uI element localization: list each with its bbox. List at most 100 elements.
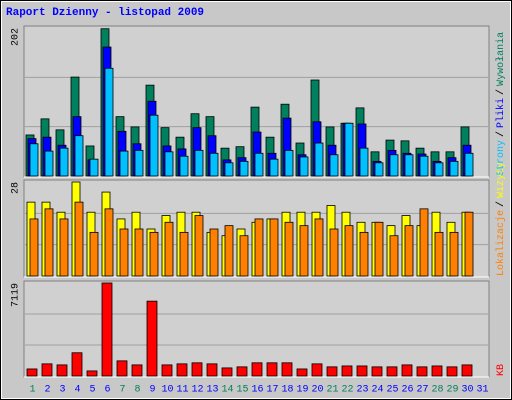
bar	[206, 363, 218, 377]
x-tick-label: 3	[59, 385, 65, 396]
bar	[269, 158, 279, 177]
bar	[161, 364, 173, 377]
bar	[74, 135, 84, 177]
bar	[179, 155, 189, 177]
bar	[194, 215, 204, 277]
legend-separator: /	[495, 201, 507, 207]
x-tick-label: 28	[431, 385, 443, 396]
bar	[59, 147, 69, 177]
bar	[119, 150, 129, 177]
bar	[44, 208, 54, 277]
bar	[434, 162, 444, 177]
chart-title: Raport Dzienny - listopad 2009	[6, 7, 204, 19]
bar	[29, 143, 39, 177]
x-tick-label: 30	[461, 385, 473, 396]
bar	[224, 225, 234, 277]
x-tick-label: 18	[281, 385, 293, 396]
bar	[431, 365, 443, 377]
bar	[311, 363, 323, 377]
bar	[404, 225, 414, 277]
bar	[149, 231, 159, 277]
x-tick-label: 1	[29, 385, 35, 396]
legend-separator: /	[495, 89, 507, 95]
bar	[284, 149, 294, 177]
legend-entry: Wywołania	[495, 32, 507, 86]
bar	[251, 362, 263, 377]
x-tick-label: 2	[44, 385, 50, 396]
x-tick-label: 26	[401, 385, 413, 396]
bar	[134, 149, 144, 177]
y-tick-label: 28	[11, 182, 22, 194]
x-tick-label: 10	[161, 385, 173, 396]
bar	[296, 368, 308, 377]
x-tick-label: 31	[476, 385, 488, 396]
x-tick-label: 16	[251, 385, 263, 396]
y-tick-label: 202	[11, 28, 22, 46]
bar	[134, 228, 144, 277]
bar	[164, 221, 174, 277]
x-tick-label: 9	[149, 385, 155, 396]
x-tick-label: 20	[311, 385, 323, 396]
bar	[89, 231, 99, 277]
bar	[179, 231, 189, 277]
legend-entry: Pliki	[495, 98, 507, 128]
x-tick-label: 11	[176, 385, 188, 396]
bar	[269, 218, 279, 277]
bar	[266, 362, 278, 377]
bar	[314, 142, 324, 177]
bar	[461, 364, 473, 377]
bar	[29, 218, 39, 277]
bar	[386, 366, 398, 377]
bar	[86, 370, 98, 377]
bar	[389, 154, 399, 177]
bar	[419, 155, 429, 177]
x-tick-label: 24	[371, 385, 383, 396]
bar	[131, 364, 143, 377]
x-tick-label: 23	[356, 385, 368, 396]
plot-area	[23, 280, 490, 378]
bar	[284, 221, 294, 277]
bar	[236, 366, 248, 377]
bar	[329, 228, 339, 277]
bar	[299, 225, 309, 277]
bar	[209, 152, 219, 177]
bar	[464, 211, 474, 277]
bar	[446, 366, 458, 377]
bar	[194, 149, 204, 177]
bar	[371, 366, 383, 377]
x-tick-label: 21	[326, 385, 338, 396]
bar	[254, 152, 264, 177]
bar	[239, 235, 249, 277]
bar	[101, 282, 113, 377]
x-tick-label: 7	[119, 385, 125, 396]
legend-entry: Lokalizacje	[495, 210, 507, 276]
legend: KB	[496, 364, 507, 376]
bar	[119, 228, 129, 277]
x-tick-label: 13	[206, 385, 218, 396]
bar	[56, 364, 68, 377]
legend-separator: /	[495, 131, 507, 137]
bar	[164, 151, 174, 177]
bar	[359, 147, 369, 177]
bar	[104, 208, 114, 277]
bar	[344, 225, 354, 277]
legend-entry: KB	[496, 364, 507, 376]
x-tick-label: 22	[341, 385, 353, 396]
bar	[416, 366, 428, 377]
x-tick-label: 19	[296, 385, 308, 396]
bar	[44, 150, 54, 177]
bar	[359, 231, 369, 277]
bar	[191, 362, 203, 377]
x-tick-label: 25	[386, 385, 398, 396]
bar	[341, 365, 353, 377]
legend: Lokalizacje / Wizyty	[495, 162, 507, 276]
bar	[239, 160, 249, 177]
x-tick-label: 12	[191, 385, 203, 396]
bar	[329, 154, 339, 177]
x-tick-label: 4	[74, 385, 80, 396]
bar	[146, 300, 158, 377]
bar	[74, 201, 84, 277]
